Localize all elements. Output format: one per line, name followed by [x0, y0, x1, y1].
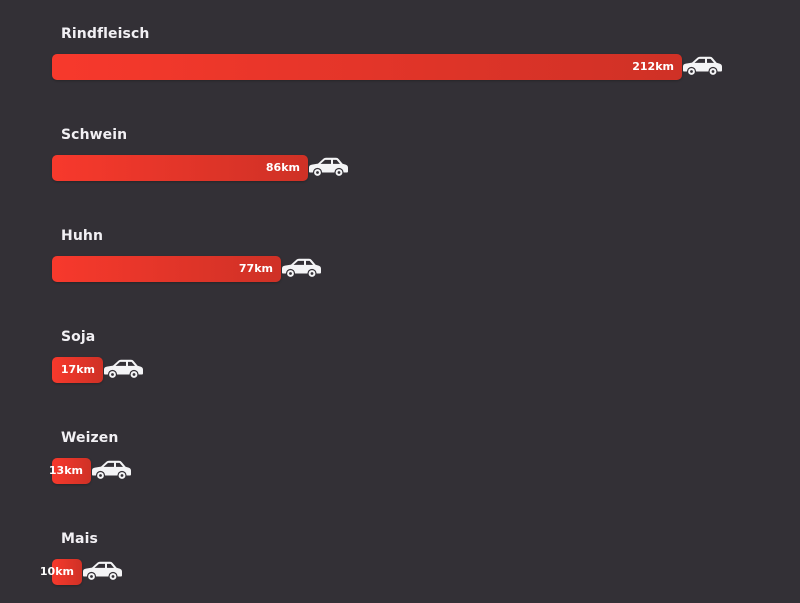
- bar-row: Rindfleisch 212km: [0, 8, 800, 109]
- category-label: Rindfleisch: [61, 26, 150, 42]
- bar: [52, 357, 103, 383]
- car-icon: [282, 258, 321, 279]
- category-label: Soja: [61, 329, 96, 345]
- bar-row: Mais 10km: [0, 513, 800, 603]
- bar-row: Huhn 77km: [0, 210, 800, 311]
- value-label: 86km: [265, 161, 300, 174]
- bar: [52, 559, 82, 585]
- value-label: 10km: [39, 565, 74, 578]
- category-label: Huhn: [61, 228, 104, 244]
- value-label: 13km: [48, 464, 83, 477]
- bar-row: Soja 17km: [0, 311, 800, 412]
- car-icon: [104, 359, 143, 380]
- bar: [52, 155, 308, 181]
- bar-row: Schwein 86km: [0, 109, 800, 210]
- bar: [52, 54, 682, 80]
- value-label: 17km: [60, 363, 95, 376]
- bar-row: Weizen 13km: [0, 412, 800, 513]
- car-icon: [92, 460, 131, 481]
- value-label: 212km: [632, 60, 674, 73]
- category-label: Mais: [61, 531, 98, 547]
- category-label: Schwein: [61, 127, 128, 143]
- value-label: 77km: [238, 262, 273, 275]
- car-icon: [83, 561, 122, 582]
- category-label: Weizen: [61, 430, 119, 446]
- car-icon: [309, 157, 348, 178]
- bar: [52, 256, 281, 282]
- car-icon: [683, 56, 722, 77]
- bar: [52, 458, 91, 484]
